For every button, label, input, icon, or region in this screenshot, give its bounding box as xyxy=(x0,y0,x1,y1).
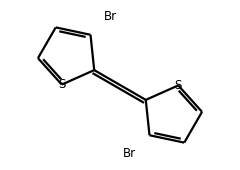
Text: Br: Br xyxy=(123,147,136,160)
Text: Br: Br xyxy=(104,10,117,23)
Text: S: S xyxy=(174,79,182,92)
Text: S: S xyxy=(58,78,66,91)
